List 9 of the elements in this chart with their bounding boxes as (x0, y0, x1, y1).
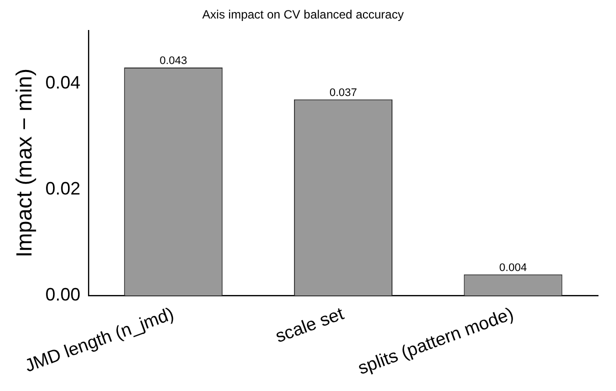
y-tick-label: 0.02 (45, 178, 80, 198)
data-label: 0.004 (499, 262, 527, 274)
y-tick-label: 0.00 (45, 284, 80, 305)
y-axis-title: Impact (max − min) (11, 68, 36, 258)
data-label: 0.043 (160, 55, 188, 68)
data-label: 0.037 (329, 86, 357, 99)
chart-title: Axis impact on CV balanced accuracy (202, 8, 404, 22)
x-tick-label: scale set (272, 303, 346, 346)
y-tick-label: 0.04 (45, 72, 80, 92)
